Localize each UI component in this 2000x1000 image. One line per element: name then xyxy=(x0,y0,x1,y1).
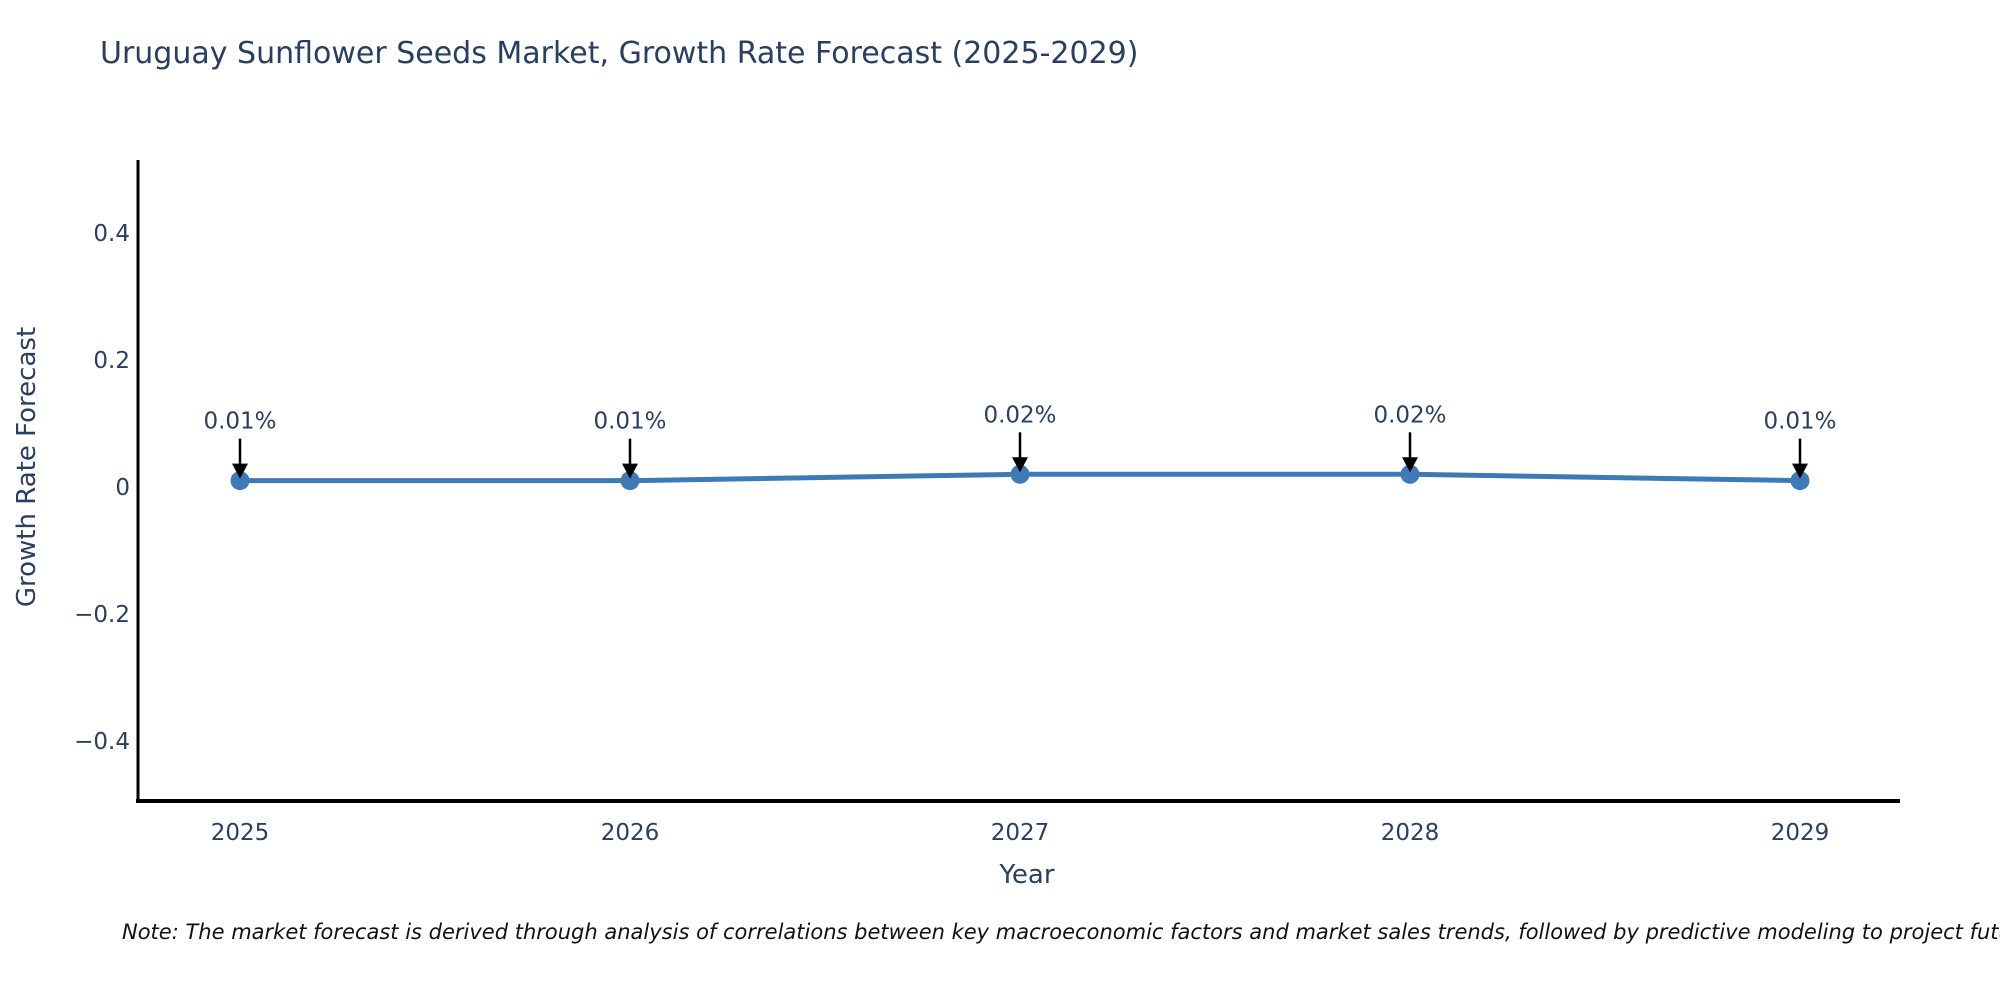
annotation-label: 0.01% xyxy=(203,409,276,435)
annotation-label: 0.02% xyxy=(983,402,1056,428)
y-axis-title: Growth Rate Forecast xyxy=(12,326,42,608)
annotation-arrow-head xyxy=(232,463,248,479)
x-tick-label: 2028 xyxy=(1381,820,1440,846)
y-tick-label: 0.2 xyxy=(93,348,130,374)
annotation-arrow-head xyxy=(1792,463,1808,479)
x-tick-label: 2025 xyxy=(211,820,270,846)
data-point-marker[interactable] xyxy=(1400,464,1420,484)
x-tick-label: 2026 xyxy=(601,820,660,846)
chart-title: Uruguay Sunflower Seeds Market, Growth R… xyxy=(100,36,1139,71)
annotation-label: 0.02% xyxy=(1373,402,1446,428)
y-tick-label: −0.2 xyxy=(74,602,130,628)
annotation-arrow-head xyxy=(1012,457,1028,473)
x-tick-label: 2029 xyxy=(1771,820,1830,846)
annotation-label: 0.01% xyxy=(593,409,666,435)
footnote: Note: The market forecast is derived thr… xyxy=(122,920,2000,944)
y-tick-label: 0 xyxy=(115,475,130,501)
annotation-label: 0.01% xyxy=(1763,409,1836,435)
annotation-arrow-head xyxy=(622,463,638,479)
data-point-marker[interactable] xyxy=(230,471,250,491)
data-point-marker[interactable] xyxy=(1010,464,1030,484)
data-point-marker[interactable] xyxy=(1790,471,1810,491)
y-tick-label: −0.4 xyxy=(74,729,130,755)
x-tick-label: 2027 xyxy=(991,820,1050,846)
x-axis-title: Year xyxy=(999,860,1055,890)
y-tick-label: 0.4 xyxy=(93,221,130,247)
annotation-arrow-head xyxy=(1402,457,1418,473)
data-point-marker[interactable] xyxy=(620,471,640,491)
